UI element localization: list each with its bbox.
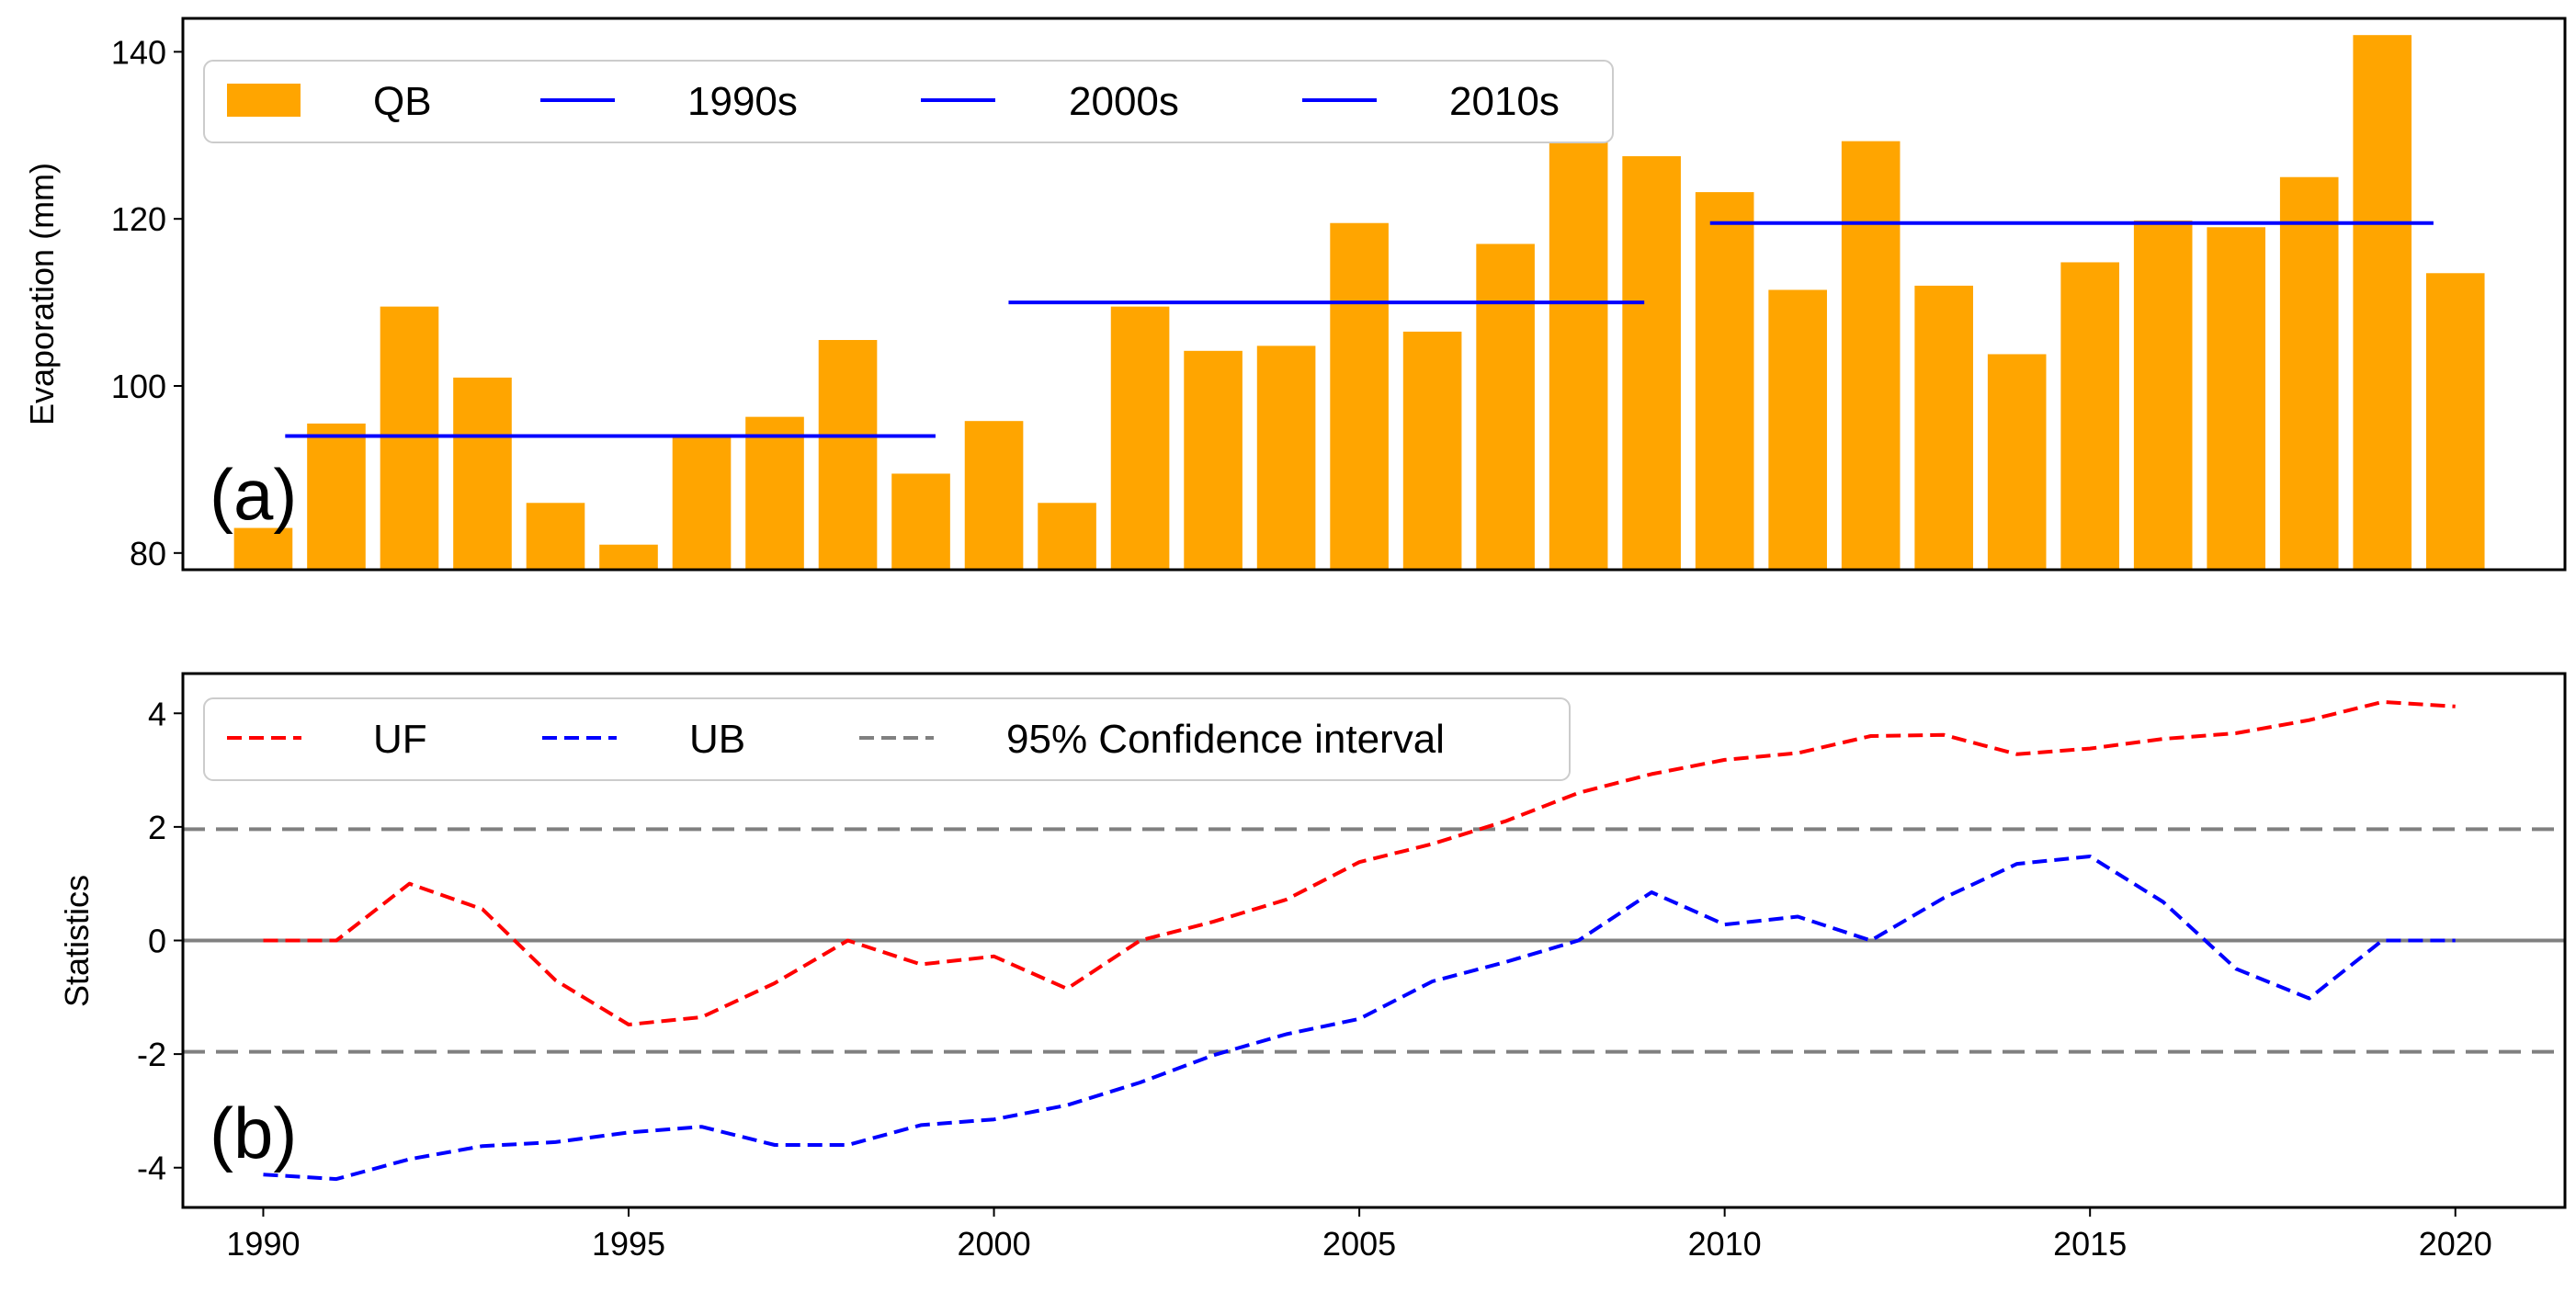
bar-2008 (1549, 127, 1608, 570)
panel-a-legend: QB 1990s 2000s 2010s (203, 60, 1614, 143)
legend-label-ci: 95% Confidence interval (1006, 717, 1445, 762)
bar-2013 (1914, 285, 1973, 570)
x-axis-ticks: 1990 1995 2000 2005 2010 2015 2020 (226, 1207, 2492, 1263)
legend-label-1990s: 1990s (687, 79, 798, 124)
bar-2007 (1476, 244, 1535, 570)
bar-series-qb (233, 35, 2485, 571)
bar-2016 (2133, 221, 2193, 570)
bar-1995 (599, 544, 658, 570)
panel-a-y-axis-ticks: 80 100 120 140 (111, 33, 183, 572)
line-ub (263, 855, 2456, 1182)
bar-1996 (672, 436, 732, 570)
y-tick-label: 140 (111, 33, 166, 71)
bar-2004 (1256, 346, 1316, 570)
decadal-mean-lines (285, 221, 2434, 438)
bar-2019 (2353, 35, 2412, 570)
bar-2000 (964, 421, 1024, 570)
x-tick-label: 2000 (958, 1225, 1031, 1263)
bar-2014 (1987, 354, 2047, 570)
bar-2015 (2060, 262, 2119, 570)
panel-b-statistics-chart: 4 2 0 -2 -4 1990 1995 2000 2005 2010 2015 2020 Sta… (58, 672, 2567, 1263)
bar-2005 (1330, 222, 1389, 570)
bar-2020 (2425, 273, 2485, 570)
x-tick-label: 2005 (1322, 1225, 1396, 1263)
trend-lines (263, 699, 2456, 1182)
bar-2018 (2279, 176, 2339, 570)
panel-a-y-axis-label: Evaporation (mm) (23, 163, 61, 425)
x-tick-label: 1990 (226, 1225, 300, 1263)
legend-label-qb: QB (373, 79, 432, 124)
bar-2001 (1038, 503, 1096, 570)
legend-swatch-qb (227, 84, 301, 117)
bar-1992 (380, 306, 439, 570)
bar-2017 (2207, 227, 2266, 571)
y-tick-label: 80 (130, 535, 166, 572)
x-tick-label: 2010 (1688, 1225, 1762, 1263)
bar-2002 (1110, 306, 1170, 570)
line-uf (263, 699, 2456, 1026)
bar-2009 (1622, 156, 1681, 570)
y-tick-label: -4 (137, 1150, 166, 1187)
bar-1994 (526, 503, 585, 570)
bar-2010 (1695, 192, 1754, 570)
panel-b-legend: UF UB 95% Confidence interval (203, 697, 1571, 781)
panel-a-evaporation-chart: 80 100 120 140 Evaporation (mm) (a) QB 1990… (23, 17, 2567, 572)
legend-label-2000s: 2000s (1069, 79, 1179, 124)
y-tick-label: 120 (111, 200, 166, 238)
y-tick-label: 2 (148, 809, 166, 846)
x-tick-label: 1995 (592, 1225, 665, 1263)
legend-box (203, 60, 1614, 143)
bar-1991 (307, 423, 366, 570)
bar-1998 (818, 340, 878, 570)
panel-a-label: (a) (210, 454, 297, 535)
legend-label-uf: UF (373, 717, 427, 762)
bar-1990 (233, 527, 293, 570)
bar-2003 (1184, 350, 1243, 570)
panel-b-label: (b) (210, 1093, 297, 1173)
panel-b-y-axis-label: Statistics (58, 875, 96, 1007)
panel-b-y-axis-ticks: 4 2 0 -2 -4 (137, 695, 183, 1187)
bar-2012 (1841, 141, 1901, 571)
bar-2006 (1402, 331, 1462, 570)
y-tick-label: 100 (111, 368, 166, 405)
bar-2011 (1768, 289, 1827, 570)
y-tick-label: 4 (148, 695, 166, 732)
x-tick-label: 2020 (2419, 1225, 2492, 1263)
legend-label-2010s: 2010s (1449, 79, 1560, 124)
legend-label-ub: UB (689, 717, 745, 762)
panel-a-frame (181, 17, 2567, 572)
x-tick-label: 2015 (2053, 1225, 2127, 1263)
bar-1999 (891, 473, 950, 570)
bar-1997 (745, 416, 804, 570)
bar-1993 (453, 377, 512, 570)
y-tick-label: -2 (137, 1036, 166, 1073)
confidence-interval-lines (183, 827, 2565, 1054)
y-tick-label: 0 (148, 923, 166, 960)
